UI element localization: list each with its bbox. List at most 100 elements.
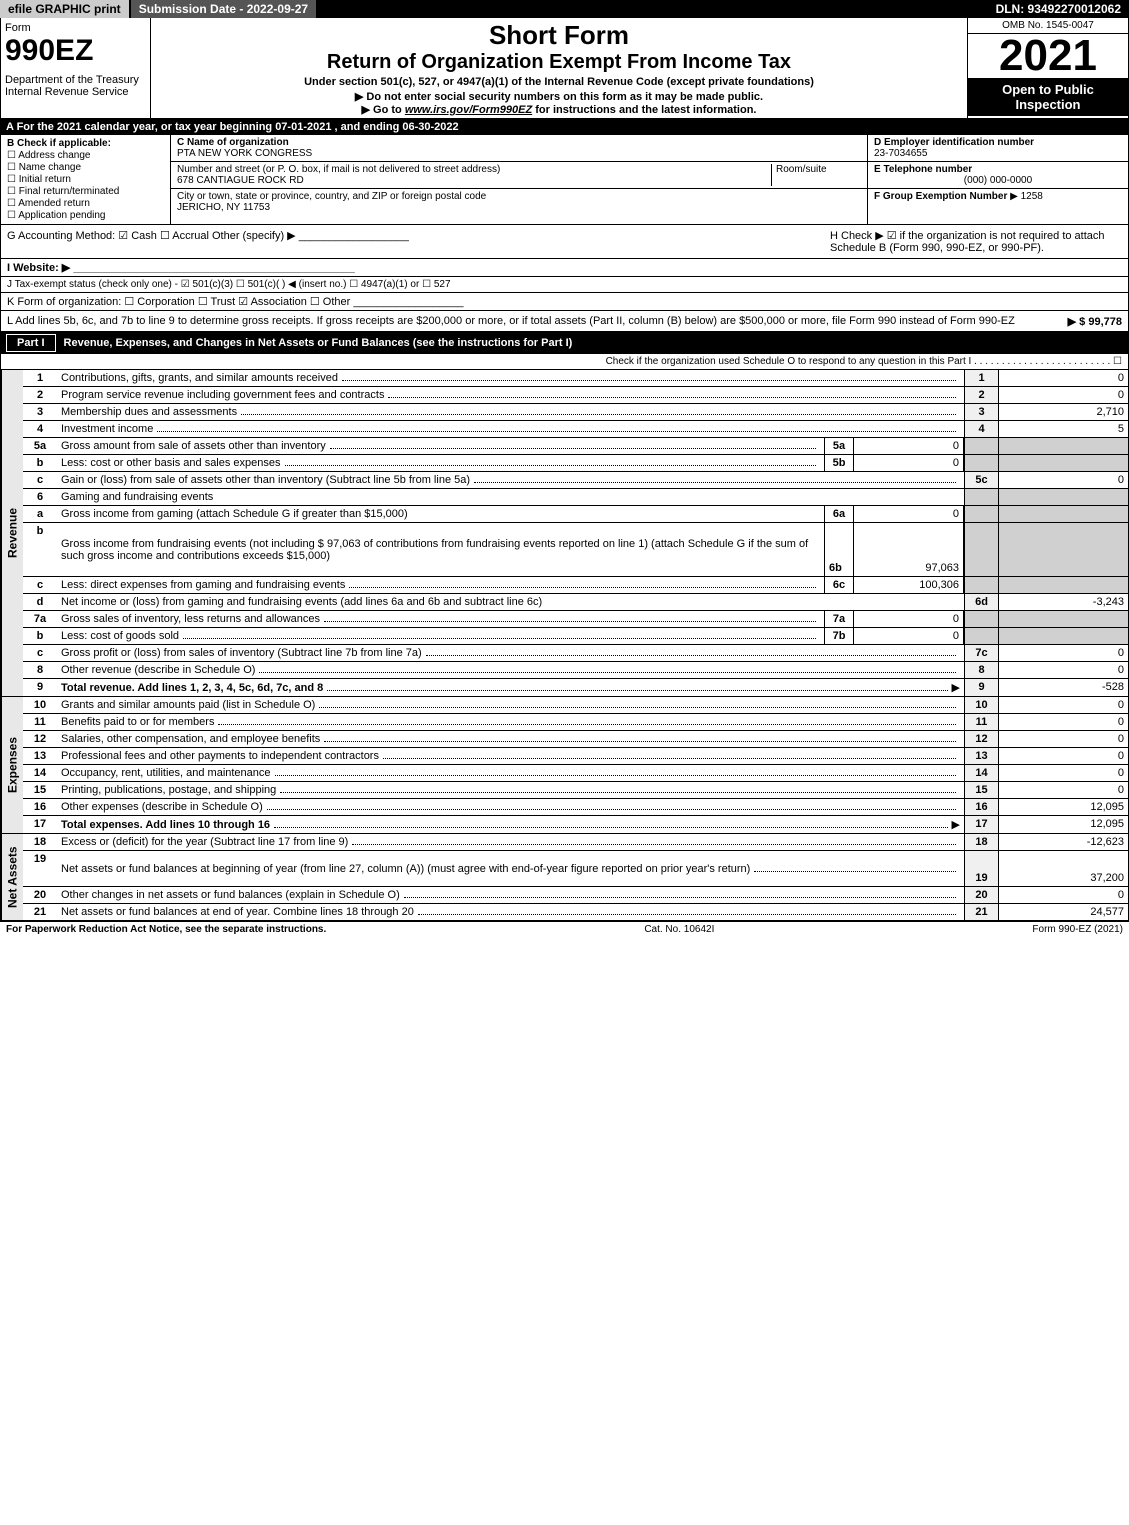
line-11: 11 Benefits paid to or for members 11 0 <box>23 714 1128 731</box>
part1-title: Revenue, Expenses, and Changes in Net As… <box>64 337 573 349</box>
ln4-col: 4 <box>964 421 998 437</box>
vtab-netassets: Net Assets <box>1 834 23 920</box>
header-left: Form 990EZ Department of the Treasury In… <box>1 18 151 118</box>
ln14-val: 0 <box>998 765 1128 781</box>
col-c: C Name of organization PTA NEW YORK CONG… <box>171 135 868 224</box>
header-right: OMB No. 1545-0047 2021 Open to Public In… <box>968 18 1128 118</box>
ln19-col: 19 <box>964 851 998 886</box>
line-14: 14 Occupancy, rent, utilities, and maint… <box>23 765 1128 782</box>
row-a: A For the 2021 calendar year, or tax yea… <box>0 119 1129 135</box>
part1-sub: Check if the organization used Schedule … <box>0 354 1129 370</box>
i-row: I Website: ▶ ___________________________… <box>0 259 1129 277</box>
footer-left: For Paperwork Reduction Act Notice, see … <box>6 924 326 935</box>
c-street-row: Number and street (or P. O. box, if mail… <box>171 162 867 189</box>
ln16-desc: Other expenses (describe in Schedule O) <box>61 801 263 813</box>
ln5b-num: b <box>23 455 57 471</box>
ln19-val: 37,200 <box>998 851 1128 886</box>
ln6c-sv: 100,306 <box>854 577 964 593</box>
line-6b: b Gross income from fundraising events (… <box>23 523 1128 577</box>
part1-tag: Part I <box>6 334 56 352</box>
ln14-num: 14 <box>23 765 57 781</box>
ln11-desc: Benefits paid to or for members <box>61 716 214 728</box>
l-value: ▶ $ 99,778 <box>1068 315 1122 328</box>
c-name-row: C Name of organization PTA NEW YORK CONG… <box>171 135 867 162</box>
c-city: JERICHO, NY 11753 <box>177 202 270 213</box>
ln7a-val-shade <box>998 611 1128 627</box>
b-amended[interactable]: ☐ Amended return <box>7 198 164 209</box>
ln2-desc: Program service revenue including govern… <box>61 389 384 401</box>
ln9-num: 9 <box>23 679 57 696</box>
ln19-desc: Net assets or fund balances at beginning… <box>61 863 750 875</box>
ln17-arrow: ▶ <box>952 818 960 831</box>
ln21-col: 21 <box>964 904 998 920</box>
c-street: 678 CANTIAGUE ROCK RD <box>177 175 304 186</box>
c-city-label: City or town, state or province, country… <box>177 191 486 202</box>
line-5c: c Gain or (loss) from sale of assets oth… <box>23 472 1128 489</box>
ln3-col: 3 <box>964 404 998 420</box>
ln8-num: 8 <box>23 662 57 678</box>
c-city-row: City or town, state or province, country… <box>171 189 867 215</box>
ln12-desc: Salaries, other compensation, and employ… <box>61 733 320 745</box>
ln17-num: 17 <box>23 816 57 833</box>
ln19-num: 19 <box>23 851 57 886</box>
ln5b-sv: 0 <box>854 455 964 471</box>
ln18-col: 18 <box>964 834 998 850</box>
ln21-num: 21 <box>23 904 57 920</box>
ln11-num: 11 <box>23 714 57 730</box>
netassets-table: Net Assets 18 Excess or (deficit) for th… <box>0 834 1129 921</box>
c-room-label: Room/suite <box>776 164 827 175</box>
ln7a-col-shade <box>964 611 998 627</box>
ln2-col: 2 <box>964 387 998 403</box>
ln5c-col: 5c <box>964 472 998 488</box>
ln9-arrow: ▶ <box>952 681 960 694</box>
ln9-desc: Total revenue. Add lines 1, 2, 3, 4, 5c,… <box>61 682 323 694</box>
col-def: D Employer identification number 23-7034… <box>868 135 1128 224</box>
c-name-label: C Name of organization <box>177 137 289 148</box>
expenses-table: Expenses 10 Grants and similar amounts p… <box>0 697 1129 834</box>
c-name: PTA NEW YORK CONGRESS <box>177 148 312 159</box>
ln6a-sv: 0 <box>854 506 964 522</box>
ln20-val: 0 <box>998 887 1128 903</box>
netassets-body: 18 Excess or (deficit) for the year (Sub… <box>23 834 1128 920</box>
ln6c-val-shade <box>998 577 1128 593</box>
submission-chip: Submission Date - 2022-09-27 <box>131 0 316 18</box>
b-name[interactable]: ☐ Name change <box>7 162 164 173</box>
ln15-col: 15 <box>964 782 998 798</box>
ln6a-num: a <box>23 506 57 522</box>
ln1-col: 1 <box>964 370 998 386</box>
b-final[interactable]: ☐ Final return/terminated <box>7 186 164 197</box>
ln7b-desc: Less: cost of goods sold <box>61 630 179 642</box>
line-19: 19 Net assets or fund balances at beginn… <box>23 851 1128 887</box>
ln8-desc: Other revenue (describe in Schedule O) <box>61 664 255 676</box>
ln6b-val-shade <box>998 523 1128 576</box>
l-text: L Add lines 5b, 6c, and 7b to line 9 to … <box>7 315 1015 327</box>
efile-chip: efile GRAPHIC print <box>0 0 131 18</box>
ln1-desc: Contributions, gifts, grants, and simila… <box>61 372 338 384</box>
ln6a-desc: Gross income from gaming (attach Schedul… <box>61 508 408 520</box>
ln2-num: 2 <box>23 387 57 403</box>
header-mid: Short Form Return of Organization Exempt… <box>151 18 968 118</box>
ln17-desc: Total expenses. Add lines 10 through 16 <box>61 819 270 831</box>
ln5c-num: c <box>23 472 57 488</box>
ln20-num: 20 <box>23 887 57 903</box>
b-addr[interactable]: ☐ Address change <box>7 150 164 161</box>
ln6a-sn: 6a <box>824 506 854 522</box>
b-initial[interactable]: ☐ Initial return <box>7 174 164 185</box>
ln13-desc: Professional fees and other payments to … <box>61 750 379 762</box>
ln6d-num: d <box>23 594 57 610</box>
e-value: (000) 000-0000 <box>874 175 1122 186</box>
line-9: 9 Total revenue. Add lines 1, 2, 3, 4, 5… <box>23 679 1128 696</box>
ln5b-sn: 5b <box>824 455 854 471</box>
goto-link[interactable]: ▶ Go to ▶ Go to www.irs.gov/Form990EZ fo… <box>155 103 963 116</box>
ln7c-num: c <box>23 645 57 661</box>
return-title: Return of Organization Exempt From Incom… <box>155 51 963 74</box>
ln15-desc: Printing, publications, postage, and shi… <box>61 784 276 796</box>
b-pending[interactable]: ☐ Application pending <box>7 210 164 221</box>
line-6d: d Net income or (loss) from gaming and f… <box>23 594 1128 611</box>
top-bar-left: efile GRAPHIC print Submission Date - 20… <box>0 0 316 18</box>
g-text: G Accounting Method: ☑ Cash ☐ Accrual Ot… <box>7 229 822 254</box>
ln7a-sn: 7a <box>824 611 854 627</box>
line-16: 16 Other expenses (describe in Schedule … <box>23 799 1128 816</box>
d-value: 23-7034655 <box>874 148 927 159</box>
ln8-col: 8 <box>964 662 998 678</box>
